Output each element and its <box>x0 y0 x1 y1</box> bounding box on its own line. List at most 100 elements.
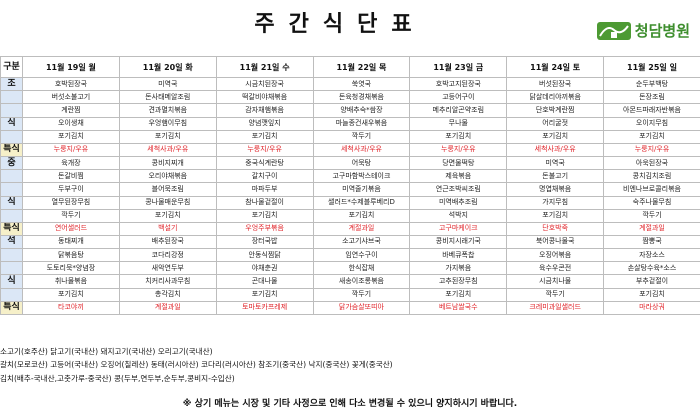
menu-item: 양배추숙*쌈장 <box>312 103 411 118</box>
menu-item: 샐러드*수제블루베리D <box>312 195 411 210</box>
origin-note-line: 김치(배추-국내산,고춧가루-중국산) 콩(두부,연두부,순두부,콩비지-수입산… <box>0 373 235 383</box>
menu-item: 떡갈비야채볶음 <box>215 90 314 105</box>
menu-item: 연근조박씨조림 <box>409 182 508 197</box>
special-item: 크레미과일샐러드 <box>506 300 605 315</box>
menu-item: 닭볶음탕 <box>22 248 120 263</box>
menu-row: 포기김치 총각김치 포기김치 깍두기 포기김치 깍두기 포기김치 <box>0 287 700 302</box>
special-label: 특식 <box>0 221 23 236</box>
meal-label <box>0 287 23 302</box>
menu-item: 깍두기 <box>312 129 411 144</box>
menu-item: 시금치된장국 <box>215 76 314 92</box>
menu-item: 총각김치 <box>118 287 217 302</box>
menu-item: 아욱된장국 <box>603 155 700 171</box>
special-item: 단호박죽 <box>506 221 605 236</box>
menu-item: 동태찌개 <box>22 234 120 250</box>
menu-item: 오리야채볶음 <box>118 169 217 184</box>
menu-row: 두부구이 블어묵조림 마파두부 미역줄기볶음 연근조박씨조림 명엽채볶음 비엔나브로콜리볶음 <box>0 182 700 197</box>
menu-item: 곤대나물 <box>215 274 314 289</box>
menu-item: 소고기샤브국 <box>312 234 411 250</box>
menu-item: 장터국밥 <box>215 234 314 250</box>
special-item: 계절과일 <box>603 221 700 236</box>
special-label: 특식 <box>0 300 23 315</box>
meal-label <box>0 182 23 197</box>
menu-item: 마파두부 <box>215 182 314 197</box>
menu-item: 손살탕수육*소스 <box>603 261 700 276</box>
menu-item: 부추겉절이 <box>603 274 700 289</box>
menu-item: 단호박계란찜 <box>506 103 605 118</box>
meal-label <box>0 129 23 144</box>
menu-item: 포기김치 <box>215 208 314 223</box>
menu-item: 콩치김치조림 <box>603 169 700 184</box>
menu-item: 한식잡채 <box>312 261 411 276</box>
menu-item: 미역국 <box>506 155 605 171</box>
menu-item: 어리굴젓 <box>506 116 605 131</box>
menu-item: 포기김치 <box>22 287 120 302</box>
special-item: 백설기 <box>118 221 217 236</box>
menu-item: 깍두기 <box>603 208 700 223</box>
menu-item: 버섯소불고기 <box>22 90 120 105</box>
menu-item: 열무된장무침 <box>22 195 120 210</box>
menu-item: 돈장조림 <box>603 90 700 105</box>
day-header: 11월 24일 토 <box>506 56 605 78</box>
menu-item: 콩비지시래기국 <box>409 234 508 250</box>
menu-item: 새송이조롱볶음 <box>312 274 411 289</box>
menu-item: 미역배추조림 <box>409 195 508 210</box>
special-item: 세척사과/우유 <box>118 142 217 157</box>
menu-item: 코다리강정 <box>118 248 217 263</box>
menu-item: 계란찜 <box>22 103 120 118</box>
menu-item: 가지무침 <box>506 195 605 210</box>
menu-item: 콩비지찌개 <box>118 155 217 171</box>
page-title: 주간식단표 <box>254 12 426 37</box>
meal-label <box>0 248 23 263</box>
corner-label: 구분 <box>0 56 23 78</box>
menu-row: 조 호박된장국 미역국 시금치된장국 쑥엿국 호박고지된장국 버섯된장국 순두부백탕 <box>0 76 700 92</box>
menu-item: 바베큐폭찹 <box>409 248 508 263</box>
menu-item: 돈사태메알조림 <box>118 90 217 105</box>
title-bar: 주간식단표 청담병원 <box>0 0 700 52</box>
day-header: 11월 21일 수 <box>215 56 314 78</box>
menu-item: 깍두기 <box>22 208 120 223</box>
special-item: 우엉주부볶음 <box>215 221 314 236</box>
meal-label: 석 <box>0 234 23 250</box>
menu-item: 오이지무침 <box>603 116 700 131</box>
menu-item: 돈불고기 <box>506 169 605 184</box>
day-header: 11월 22일 목 <box>312 56 411 78</box>
menu-item: 미역줄기볶음 <box>312 182 411 197</box>
hospital-logo-icon <box>596 18 631 42</box>
origin-note-line: 갈치(모로코산) 고등어(국내산) 오징어(칠레산) 동태(러시아산) 코다리(… <box>0 360 393 370</box>
menu-row: 식 취나물볶음 치커리사과무침 곤대나물 새송이조롱볶음 고추된장무침 시금치나물 부추겉절이 <box>0 274 700 289</box>
footer-notice: ※ 상기 메뉴는 시장 및 기타 사정으로 인해 다소 변경될 수 있으니 양지… <box>182 399 518 409</box>
special-item: 누룽지/우유 <box>409 142 508 157</box>
special-item: 누룽지/우유 <box>603 142 700 157</box>
menu-item: 육수우콘전 <box>506 261 605 276</box>
menu-row: 도토리묵*양념장 새악연두부 야채춘권 한식잡채 가지볶음 육수우콘전 손살탕수육*소스 <box>0 261 700 276</box>
special-item: 타코야끼 <box>22 300 120 315</box>
menu-item: 도토리묵*양념장 <box>22 261 120 276</box>
menu-item: 새악연두부 <box>118 261 217 276</box>
menu-item: 감자채햄볶음 <box>215 103 314 118</box>
menu-item: 고구마함박스테이크 <box>312 169 411 184</box>
menu-item: 포기김치 <box>215 129 314 144</box>
menu-item: 비엔나브로콜리볶음 <box>603 182 700 197</box>
special-item: 세척사과/우유 <box>506 142 605 157</box>
menu-item: 가지볶음 <box>409 261 508 276</box>
special-item: 계절과일 <box>312 221 411 236</box>
menu-row: 식 오이생채 우엉햄이무침 양념깻잎지 마늘종건새우볶음 무나물 어리굴젓 오이지무침 <box>0 116 700 131</box>
menu-item: 석박지 <box>409 208 508 223</box>
menu-item: 견과멸치볶음 <box>118 103 217 118</box>
menu-item: 돈육청경채볶음 <box>312 90 411 105</box>
special-row: 특식 타코야끼 계절과일 토마토카프레제 닭가슴살또띠아 베트남쌀국수 크레미과일샐러드 마라… <box>0 300 700 315</box>
menu-item: 안동식찜닭 <box>215 248 314 263</box>
menu-item: 블어묵조림 <box>118 182 217 197</box>
menu-item: 자장소스 <box>603 248 700 263</box>
menu-item: 순두부백탕 <box>603 76 700 92</box>
day-header: 11월 25일 일 <box>603 56 700 78</box>
menu-item: 포기김치 <box>22 129 120 144</box>
hospital-name: 청담병원 <box>634 21 690 40</box>
meal-label: 식 <box>0 195 23 210</box>
menu-row: 포기김치 포기김치 포기김치 깍두기 포기김치 포기김치 포기김치 <box>0 129 700 144</box>
special-item: 계절과일 <box>118 300 217 315</box>
menu-item: 포기김치 <box>118 129 217 144</box>
special-item: 세척사과/우유 <box>312 142 411 157</box>
menu-item: 명엽채볶음 <box>506 182 605 197</box>
